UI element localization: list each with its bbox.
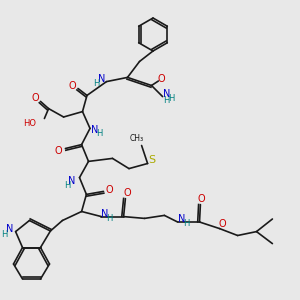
Text: N: N: [68, 176, 75, 186]
Text: H: H: [64, 181, 70, 190]
Text: N: N: [98, 74, 105, 84]
Text: O: O: [69, 81, 76, 92]
Text: S: S: [148, 154, 155, 165]
Text: N: N: [6, 224, 13, 235]
Text: H: H: [96, 129, 102, 138]
Text: H: H: [163, 96, 170, 105]
Text: N: N: [163, 88, 170, 99]
Text: N: N: [178, 214, 185, 224]
Text: O: O: [124, 188, 131, 198]
Text: H: H: [168, 94, 175, 103]
Text: O: O: [198, 194, 206, 204]
Text: N: N: [101, 208, 109, 219]
Text: O: O: [106, 184, 113, 195]
Text: N: N: [91, 124, 98, 135]
Text: H: H: [93, 79, 100, 88]
Text: O: O: [219, 219, 226, 230]
Text: H: H: [106, 214, 113, 223]
Text: CH₃: CH₃: [129, 134, 144, 143]
Text: H: H: [183, 219, 190, 228]
Text: HO: HO: [24, 118, 37, 127]
Text: O: O: [55, 146, 62, 157]
Text: O: O: [158, 74, 165, 84]
Text: H: H: [1, 230, 8, 239]
Text: O: O: [32, 93, 39, 103]
